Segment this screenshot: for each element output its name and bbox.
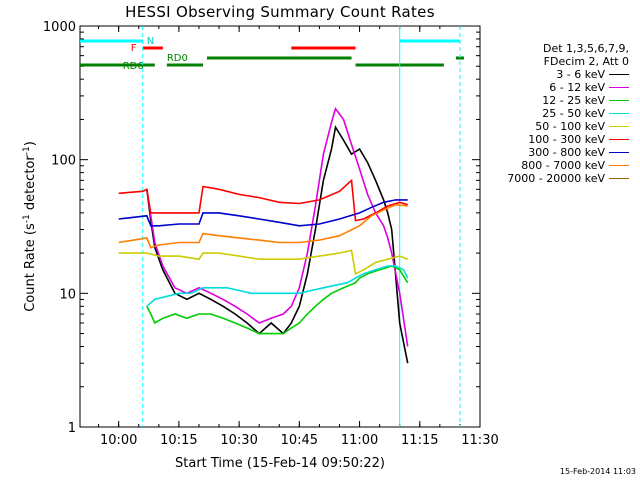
legend-header-2: FDecim 2, Att 0 <box>543 55 629 68</box>
y-tick-label: 100 <box>51 154 76 169</box>
legend-swatch <box>609 165 629 166</box>
n-label: N <box>147 36 154 47</box>
series-line-300-800-keV <box>118 199 408 227</box>
series-line-50-100-keV <box>118 249 408 275</box>
legend-swatch <box>609 100 629 101</box>
legend-swatch <box>609 113 629 114</box>
legend-label: 300 - 800 keV <box>528 146 605 159</box>
legend-label: 3 - 6 keV <box>556 68 605 81</box>
x-tick-label: 10:30 <box>220 433 257 448</box>
legend-entry: 25 - 50 keV <box>497 107 635 120</box>
x-axis-label: Start Time (15-Feb-14 09:50:22) <box>175 456 385 471</box>
legend-entry: 50 - 100 keV <box>497 120 635 133</box>
rd6-label: RD6 <box>123 61 144 72</box>
x-tick-label: 10:45 <box>281 433 318 448</box>
series-line-6-12-keV <box>146 107 409 347</box>
legend-header-1: Det 1,3,5,6,7,9, <box>542 42 629 55</box>
x-tick-label: 11:15 <box>401 433 438 448</box>
legend-label: 25 - 50 keV <box>542 107 605 120</box>
legend-swatch <box>609 152 629 153</box>
y-tick-label: 1000 <box>43 20 76 35</box>
legend-entry: 6 - 12 keV <box>497 81 635 94</box>
legend-label: 6 - 12 keV <box>549 81 605 94</box>
legend-label: 7000 - 20000 keV <box>507 172 605 185</box>
x-tick-label: 10:15 <box>160 433 197 448</box>
legend-swatch <box>609 74 629 75</box>
legend-swatch <box>609 126 629 127</box>
series-line-3-6-keV <box>146 125 409 364</box>
legend-label: 50 - 100 keV <box>535 120 605 133</box>
legend-entry: 300 - 800 keV <box>497 146 635 159</box>
series-line-100-300-keV <box>118 178 408 222</box>
legend-swatch <box>609 139 629 140</box>
legend: Det 1,3,5,6,7,9, FDecim 2, Att 0 3 - 6 k… <box>497 42 635 185</box>
plot-frame <box>79 25 481 428</box>
legend-entry: 100 - 300 keV <box>497 133 635 146</box>
legend-entry: 12 - 25 keV <box>497 94 635 107</box>
f-label: F <box>131 43 137 54</box>
y-tick-label: 10 <box>59 287 76 302</box>
chart-title: HESSI Observing Summary Count Rates <box>125 3 435 21</box>
legend-label: 12 - 25 keV <box>542 94 605 107</box>
legend-entry: 3 - 6 keV <box>497 68 635 81</box>
legend-entry: 800 - 7000 keV <box>497 159 635 172</box>
x-tick-label: 11:30 <box>461 433 498 448</box>
series-line-12-25-keV <box>146 265 409 335</box>
timestamp: 15-Feb-2014 11:03 <box>559 467 636 476</box>
x-tick-label: 10:00 <box>100 433 137 448</box>
x-tick-label: 11:00 <box>341 433 378 448</box>
legend-entry: 7000 - 20000 keV <box>497 172 635 185</box>
rd0-label: RD0 <box>167 53 188 64</box>
y-axis-label: Count Rate (s-1 detector-1) <box>22 141 38 312</box>
legend-label: 100 - 300 keV <box>528 133 605 146</box>
y-tick-label: 1 <box>68 421 76 436</box>
legend-swatch <box>609 178 629 179</box>
legend-swatch <box>609 87 629 88</box>
legend-label: 800 - 7000 keV <box>521 159 605 172</box>
series-line-25-50-keV <box>146 265 409 307</box>
series-line-800-7000-keV <box>118 203 408 249</box>
